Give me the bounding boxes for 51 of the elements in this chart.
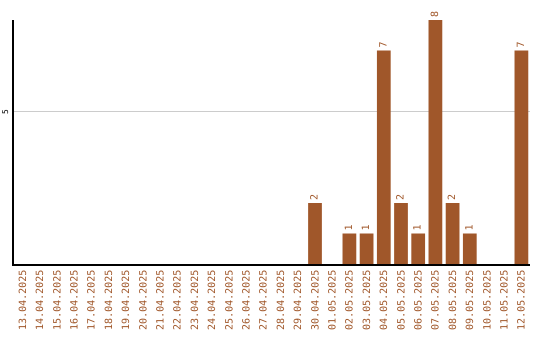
x-tick-label: 28.04.2025 (276, 270, 287, 330)
data-label: 2 (396, 194, 406, 200)
data-label: 2 (447, 194, 458, 200)
x-tick-label: 10.05.2025 (482, 270, 494, 330)
x-tick-label: 18.04.2025 (104, 270, 115, 330)
data-label: 1 (344, 224, 355, 230)
x-tick-label: 19.04.2025 (121, 270, 132, 330)
data-label: 7 (516, 41, 527, 48)
x-tick-label: 12.05.2025 (516, 270, 528, 330)
x-tick-label: 05.05.2025 (396, 270, 408, 330)
x-tick-label: 13.04.2025 (18, 270, 29, 330)
bar (428, 20, 442, 264)
x-tick-label: 22.04.2025 (172, 270, 184, 330)
data-label: 2 (310, 194, 320, 200)
x-tick-label: 07.05.2025 (430, 270, 442, 330)
data-label: 1 (361, 224, 372, 230)
x-tick-label: 30.04.2025 (310, 270, 322, 330)
data-label: 1 (412, 224, 424, 230)
x-tick-label: 25.04.2025 (224, 270, 236, 330)
bar (411, 234, 426, 264)
x-tick-label: 17.04.2025 (86, 270, 98, 330)
x-tick-label: 23.04.2025 (190, 270, 201, 330)
x-tick-label: 24.04.2025 (207, 270, 218, 330)
data-label: 7 (378, 41, 390, 48)
x-tick-label: 15.04.2025 (52, 270, 64, 330)
bar (376, 50, 391, 264)
bar (342, 234, 356, 264)
bar (446, 203, 460, 264)
x-tick-label: 21.04.2025 (155, 270, 166, 330)
x-tick-label: 08.05.2025 (448, 270, 459, 330)
bar (308, 203, 322, 264)
data-label: 8 (430, 10, 441, 17)
bar (360, 234, 374, 264)
x-tick-label: 06.05.2025 (413, 270, 424, 330)
ref-line-label: 5 (1, 109, 10, 114)
x-tick-label: 26.04.2025 (241, 270, 252, 330)
data-label: 1 (464, 224, 476, 230)
x-tick-label: 16.04.2025 (69, 270, 80, 330)
bar (462, 234, 477, 264)
x-tick-label: 09.05.2025 (465, 270, 476, 330)
x-tick-label: 14.04.2025 (35, 270, 46, 330)
x-tick-label: 01.05.2025 (327, 270, 338, 330)
x-tick-label: 11.05.2025 (499, 270, 510, 330)
x-tick-label: 27.04.2025 (258, 270, 270, 330)
x-tick-label: 04.05.2025 (379, 270, 390, 330)
x-tick-label: 02.05.2025 (344, 270, 356, 330)
x-tick-label: 03.05.2025 (362, 270, 373, 330)
bar (394, 203, 408, 264)
x-tick-label: 20.04.2025 (138, 270, 150, 330)
bar (514, 50, 528, 264)
x-tick-label: 29.04.2025 (293, 270, 304, 330)
